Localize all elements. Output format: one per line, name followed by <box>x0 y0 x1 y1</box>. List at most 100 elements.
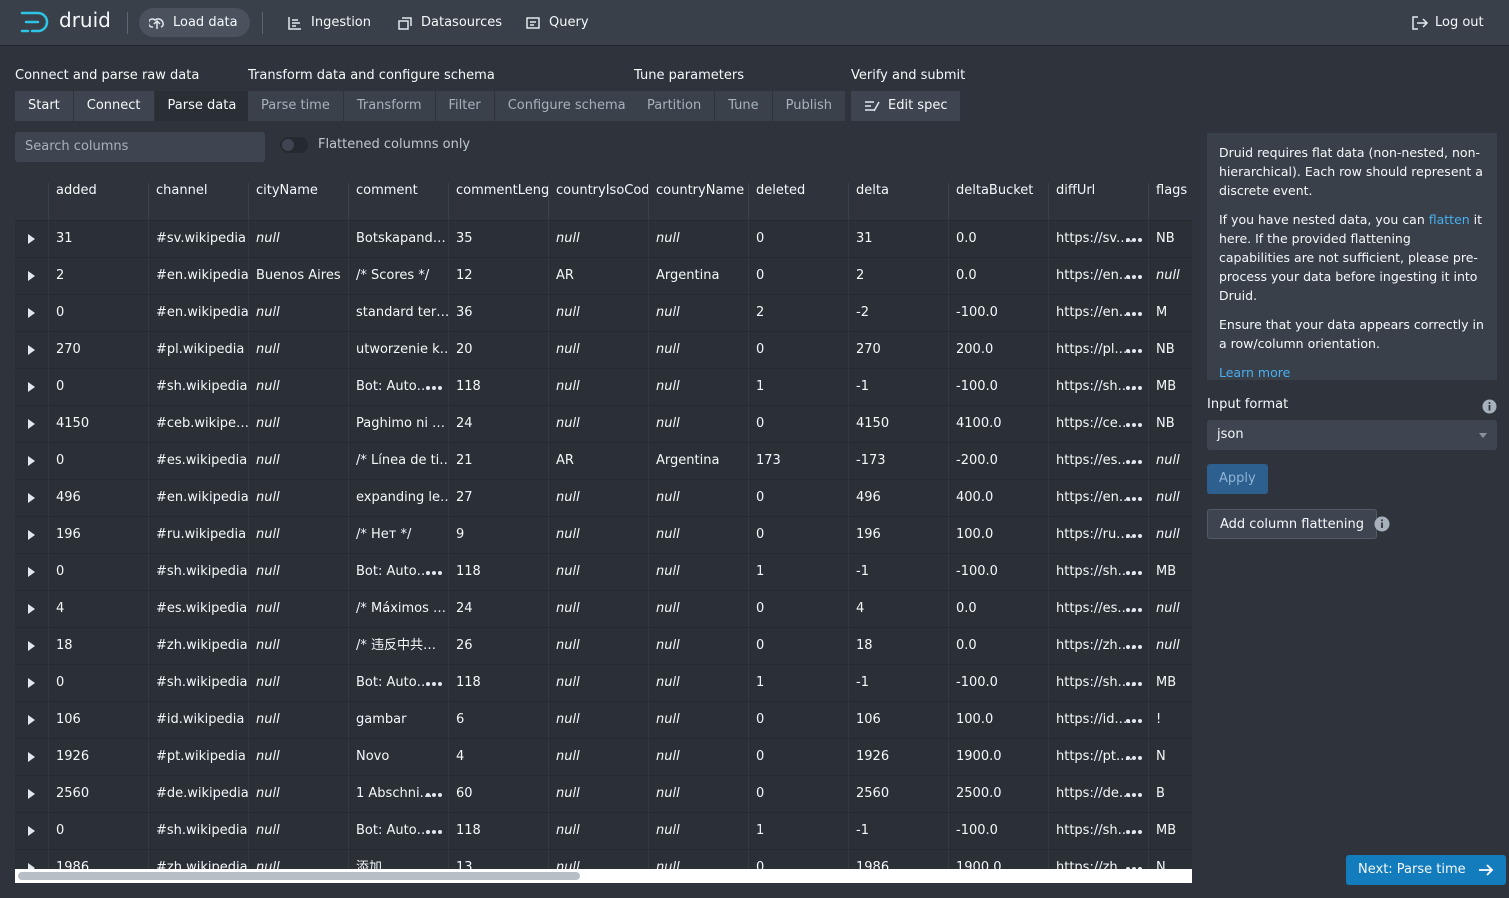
step-button[interactable]: Filter <box>435 91 495 121</box>
expand-arrow[interactable] <box>28 271 35 281</box>
nav-ingestion[interactable]: Ingestion <box>277 8 381 37</box>
cell: Argentina <box>648 443 748 479</box>
more-icon[interactable] <box>438 682 442 686</box>
step-button[interactable]: Configure schema <box>494 91 640 121</box>
logout[interactable]: Log out <box>1401 8 1494 37</box>
cell: 118 <box>448 369 548 405</box>
expand-arrow[interactable] <box>28 752 35 762</box>
step-button[interactable]: Edit spec <box>851 91 962 121</box>
cell: null <box>548 295 648 331</box>
step-button[interactable]: Parse data <box>154 91 251 121</box>
nav-load-data[interactable]: Load data <box>139 8 250 37</box>
cell: M <box>1148 295 1192 331</box>
logout-label: Log out <box>1435 15 1484 30</box>
step-button[interactable]: Start <box>15 91 74 121</box>
flatten-link[interactable]: flatten <box>1428 212 1470 227</box>
add-flattening-button[interactable]: Add column flattening <box>1207 509 1377 539</box>
expand-arrow[interactable] <box>28 567 35 577</box>
more-icon[interactable] <box>1138 534 1142 538</box>
more-icon[interactable] <box>1138 719 1142 723</box>
column-header[interactable]: flags <box>1148 183 1192 227</box>
expand-arrow[interactable] <box>28 826 35 836</box>
column-header[interactable]: comment <box>348 183 448 227</box>
input-format-select[interactable]: json <box>1207 420 1497 450</box>
expand-arrow[interactable] <box>28 715 35 725</box>
next-button[interactable]: Next: Parse time <box>1346 855 1506 885</box>
step-button[interactable]: Parse time <box>248 91 344 121</box>
more-icon[interactable] <box>438 386 442 390</box>
cell: #pt.wikipedia <box>148 739 248 775</box>
nav-datasources[interactable]: Datasources <box>387 8 512 37</box>
cell: 0 <box>48 665 148 701</box>
step-group: Parse time Transform Filter Configure schem… <box>248 91 640 121</box>
cell: null <box>1148 258 1192 294</box>
more-icon[interactable] <box>1138 497 1142 501</box>
learn-more[interactable]: Learn more <box>1219 365 1291 380</box>
step-button[interactable]: Publish <box>772 91 846 121</box>
apply-button[interactable]: Apply <box>1207 464 1268 494</box>
expand-arrow[interactable] <box>28 604 35 614</box>
more-icon[interactable] <box>438 571 442 575</box>
column-header[interactable]: commentLengt <box>448 183 548 227</box>
more-icon[interactable] <box>1138 386 1142 390</box>
cell: 4 <box>848 591 948 627</box>
step-button[interactable]: Tune <box>715 91 773 121</box>
column-header[interactable]: deleted <box>748 183 848 227</box>
column-header[interactable]: countryName <box>648 183 748 227</box>
more-icon[interactable] <box>1138 349 1142 353</box>
scrollbar-thumb[interactable] <box>18 872 580 880</box>
more-icon[interactable] <box>1138 645 1142 649</box>
step-button[interactable]: Connect <box>73 91 155 121</box>
search-columns[interactable]: Search columns <box>15 132 265 162</box>
column-header[interactable]: countryIsoCod <box>548 183 648 227</box>
more-icon[interactable] <box>1138 571 1142 575</box>
expand-arrow[interactable] <box>28 382 35 392</box>
more-icon[interactable] <box>1138 756 1142 760</box>
next-label: Next: Parse time <box>1358 862 1466 877</box>
info-icon[interactable] <box>1374 516 1390 532</box>
nav-query[interactable]: Query <box>515 8 599 37</box>
cell: null <box>1148 591 1192 627</box>
step-button[interactable]: Transform <box>343 91 436 121</box>
info-icon[interactable] <box>1482 399 1497 414</box>
column-header[interactable]: delta <box>848 183 948 227</box>
more-icon[interactable] <box>1138 423 1142 427</box>
column-header[interactable]: deltaBucket <box>948 183 1048 227</box>
info-text: Ensure that your data appears correctly … <box>1219 317 1484 351</box>
cell: 200.0 <box>948 332 1048 368</box>
column-header[interactable]: added <box>48 183 148 227</box>
expand-arrow[interactable] <box>28 530 35 540</box>
more-icon[interactable] <box>1138 793 1142 797</box>
expand-arrow[interactable] <box>28 234 35 244</box>
more-icon[interactable] <box>1138 275 1142 279</box>
more-icon[interactable] <box>438 830 442 834</box>
expand-arrow[interactable] <box>28 419 35 429</box>
more-icon[interactable] <box>1138 608 1142 612</box>
more-icon[interactable] <box>1138 460 1142 464</box>
expand-arrow[interactable] <box>28 493 35 503</box>
more-icon[interactable] <box>1138 238 1142 242</box>
column-header[interactable]: cityName <box>248 183 348 227</box>
toggle-label: Flattened columns only <box>318 137 471 152</box>
expand-arrow[interactable] <box>28 345 35 355</box>
expand-arrow[interactable] <box>28 678 35 688</box>
column-header[interactable]: channel <box>148 183 248 227</box>
more-icon[interactable] <box>438 793 442 797</box>
toggle[interactable] <box>280 137 308 153</box>
cell: 2 <box>848 258 948 294</box>
column-header[interactable]: diffUrl <box>1048 183 1148 227</box>
expand-arrow[interactable] <box>28 789 35 799</box>
expand-arrow[interactable] <box>28 456 35 466</box>
cell: #zh.wikipedia <box>148 628 248 664</box>
expand-arrow[interactable] <box>28 863 35 873</box>
more-icon[interactable] <box>1138 830 1142 834</box>
cell: ! <box>1148 702 1192 738</box>
step-button[interactable]: Partition <box>634 91 716 121</box>
more-icon[interactable] <box>1138 682 1142 686</box>
input-format-label: Input format <box>1207 397 1289 412</box>
expand-arrow[interactable] <box>28 308 35 318</box>
info-text: Druid requires flat data (non-nested, no… <box>1219 145 1483 198</box>
more-icon[interactable] <box>1138 312 1142 316</box>
cell: utworzenie k… <box>348 332 448 368</box>
expand-arrow[interactable] <box>28 641 35 651</box>
